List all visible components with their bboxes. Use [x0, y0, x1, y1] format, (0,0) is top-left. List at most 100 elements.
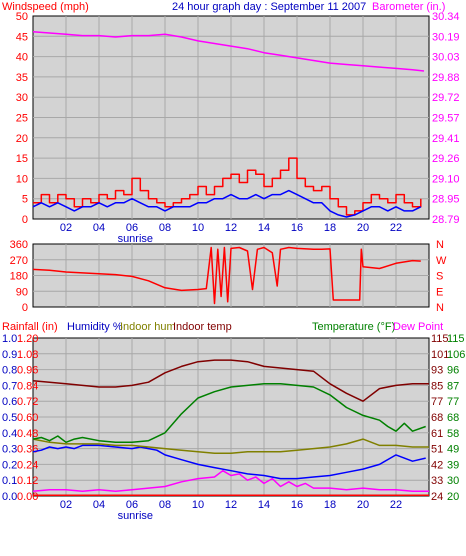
rainfall-tick: 0.24: [17, 459, 38, 471]
x-tick-label: 08: [159, 222, 171, 234]
temperature-label: Temperature (°F): [312, 321, 395, 333]
temperature-tick: 96: [447, 365, 459, 377]
indoor-hum-label: Indoor hum: [120, 321, 176, 333]
x-tick-label: 10: [192, 499, 204, 511]
humidity-tick: 0.6: [2, 396, 17, 408]
x-tick-label: 18: [324, 499, 336, 511]
humidity-tick: 0.3: [2, 444, 17, 456]
rainfall-tick: 1.08: [17, 349, 38, 361]
windspeed-axis-label: Windspeed (mph): [2, 1, 89, 13]
rainfall-tick: 0.36: [17, 444, 38, 456]
indoor-temp-tick: 115: [431, 333, 449, 345]
indoor-temp-label: Indoor temp: [173, 321, 232, 333]
temperature-tick: 58: [447, 428, 459, 440]
compass-tick: W: [436, 255, 447, 267]
windspeed-tick: 15: [16, 153, 28, 165]
indoor-temp-tick: 68: [431, 412, 443, 424]
x-tick-label: 18: [324, 222, 336, 234]
humidity-tick: 0.9: [2, 349, 17, 361]
barometer-tick: 30.03: [432, 52, 460, 64]
humidity-tick: 0.0: [2, 491, 17, 503]
direction-tick: 0: [22, 302, 28, 314]
direction-tick: 180: [10, 271, 28, 283]
rainfall-tick: 1.20: [17, 333, 38, 345]
barometer-tick: 29.41: [432, 133, 460, 145]
temperature-tick: 106: [447, 349, 465, 361]
x-tick-label: 12: [225, 222, 237, 234]
compass-tick: N: [436, 302, 444, 314]
barometer-tick: 30.19: [432, 31, 460, 43]
windspeed-tick: 10: [16, 173, 28, 185]
windspeed-tick: 30: [16, 92, 28, 104]
rainfall-tick: 0.60: [17, 412, 38, 424]
rainfall-tick: 0.48: [17, 428, 38, 440]
humidity-line: [32, 444, 426, 480]
indoor_hum-line: [32, 438, 429, 455]
windspeed-tick: 35: [16, 72, 28, 84]
gust-line: [33, 157, 422, 216]
x-tick-label: 08: [159, 499, 171, 511]
windspeed-tick: 0: [22, 214, 28, 226]
rainfall-label: Rainfall (in): [2, 321, 58, 333]
rainfall-tick: 0.72: [17, 396, 38, 408]
windspeed-tick: 25: [16, 113, 28, 125]
windspeed-tick: 40: [16, 52, 28, 64]
indoor_temp-line: [32, 359, 429, 402]
x-tick-label: 04: [93, 499, 105, 511]
compass-tick: E: [436, 286, 443, 298]
barometer-tick: 28.79: [432, 214, 460, 226]
x-tick-label: 20: [357, 222, 369, 234]
temperature-line: [32, 383, 426, 444]
x-tick-label: 06: [126, 499, 138, 511]
x-tick-label: 16: [291, 222, 303, 234]
barometer-tick: 29.10: [432, 173, 460, 185]
windspeed-tick: 20: [16, 133, 28, 145]
humidity-tick: 0.2: [2, 459, 17, 471]
humidity-tick: 0.8: [2, 365, 17, 377]
dewpoint-line: [32, 469, 429, 493]
x-tick-label: 16: [291, 499, 303, 511]
rainfall-tick: 0.96: [17, 365, 38, 377]
barometer-tick: 29.88: [432, 72, 460, 84]
direction-line: [32, 246, 421, 305]
indoor-temp-tick: 61: [431, 428, 443, 440]
dewpoint-label: Dew Point: [393, 321, 443, 333]
barometer-tick: 29.26: [432, 153, 460, 165]
temperature-tick: 68: [447, 412, 459, 424]
x-tick-label: 12: [225, 499, 237, 511]
x-tick-label: 02: [60, 499, 72, 511]
x-tick-label: 04: [93, 222, 105, 234]
indoor-temp-tick: 24: [431, 491, 443, 503]
sunrise-label: sunrise: [118, 510, 153, 522]
temperature-tick: 77: [447, 396, 459, 408]
barometer-line: [32, 30, 425, 72]
temperature-tick: 49: [447, 444, 459, 456]
rainfall-tick: 0.12: [17, 475, 38, 487]
direction-tick: 360: [10, 239, 28, 251]
sunrise-label: sunrise: [118, 233, 153, 245]
barometer-axis-label: Barometer (in.): [372, 1, 445, 13]
wind-line: [32, 189, 422, 218]
humidity-tick: 0.1: [2, 475, 17, 487]
temperature-tick: 87: [447, 380, 459, 392]
temperature-tick: 39: [447, 459, 459, 471]
barometer-tick: 29.72: [432, 92, 460, 104]
rainfall-tick: 0.00: [17, 491, 38, 503]
temperature-tick: 115: [447, 333, 465, 345]
humidity-label: Humidity %: [67, 321, 123, 333]
compass-tick: S: [436, 271, 443, 283]
indoor-temp-tick: 33: [431, 475, 443, 487]
compass-tick: N: [436, 239, 444, 251]
humidity-tick: 0.4: [2, 428, 17, 440]
indoor-temp-tick: 101: [431, 349, 449, 361]
windspeed-tick: 45: [16, 31, 28, 43]
windspeed-tick: 5: [22, 194, 28, 206]
rainfall-tick: 0.84: [17, 380, 38, 392]
barometer-tick: 29.57: [432, 113, 460, 125]
barometer-tick: 30.34: [432, 11, 460, 23]
windspeed-tick: 50: [16, 11, 28, 23]
temperature-tick: 30: [447, 475, 459, 487]
direction-tick: 90: [16, 286, 28, 298]
x-tick-label: 22: [390, 222, 402, 234]
x-tick-label: 20: [357, 499, 369, 511]
